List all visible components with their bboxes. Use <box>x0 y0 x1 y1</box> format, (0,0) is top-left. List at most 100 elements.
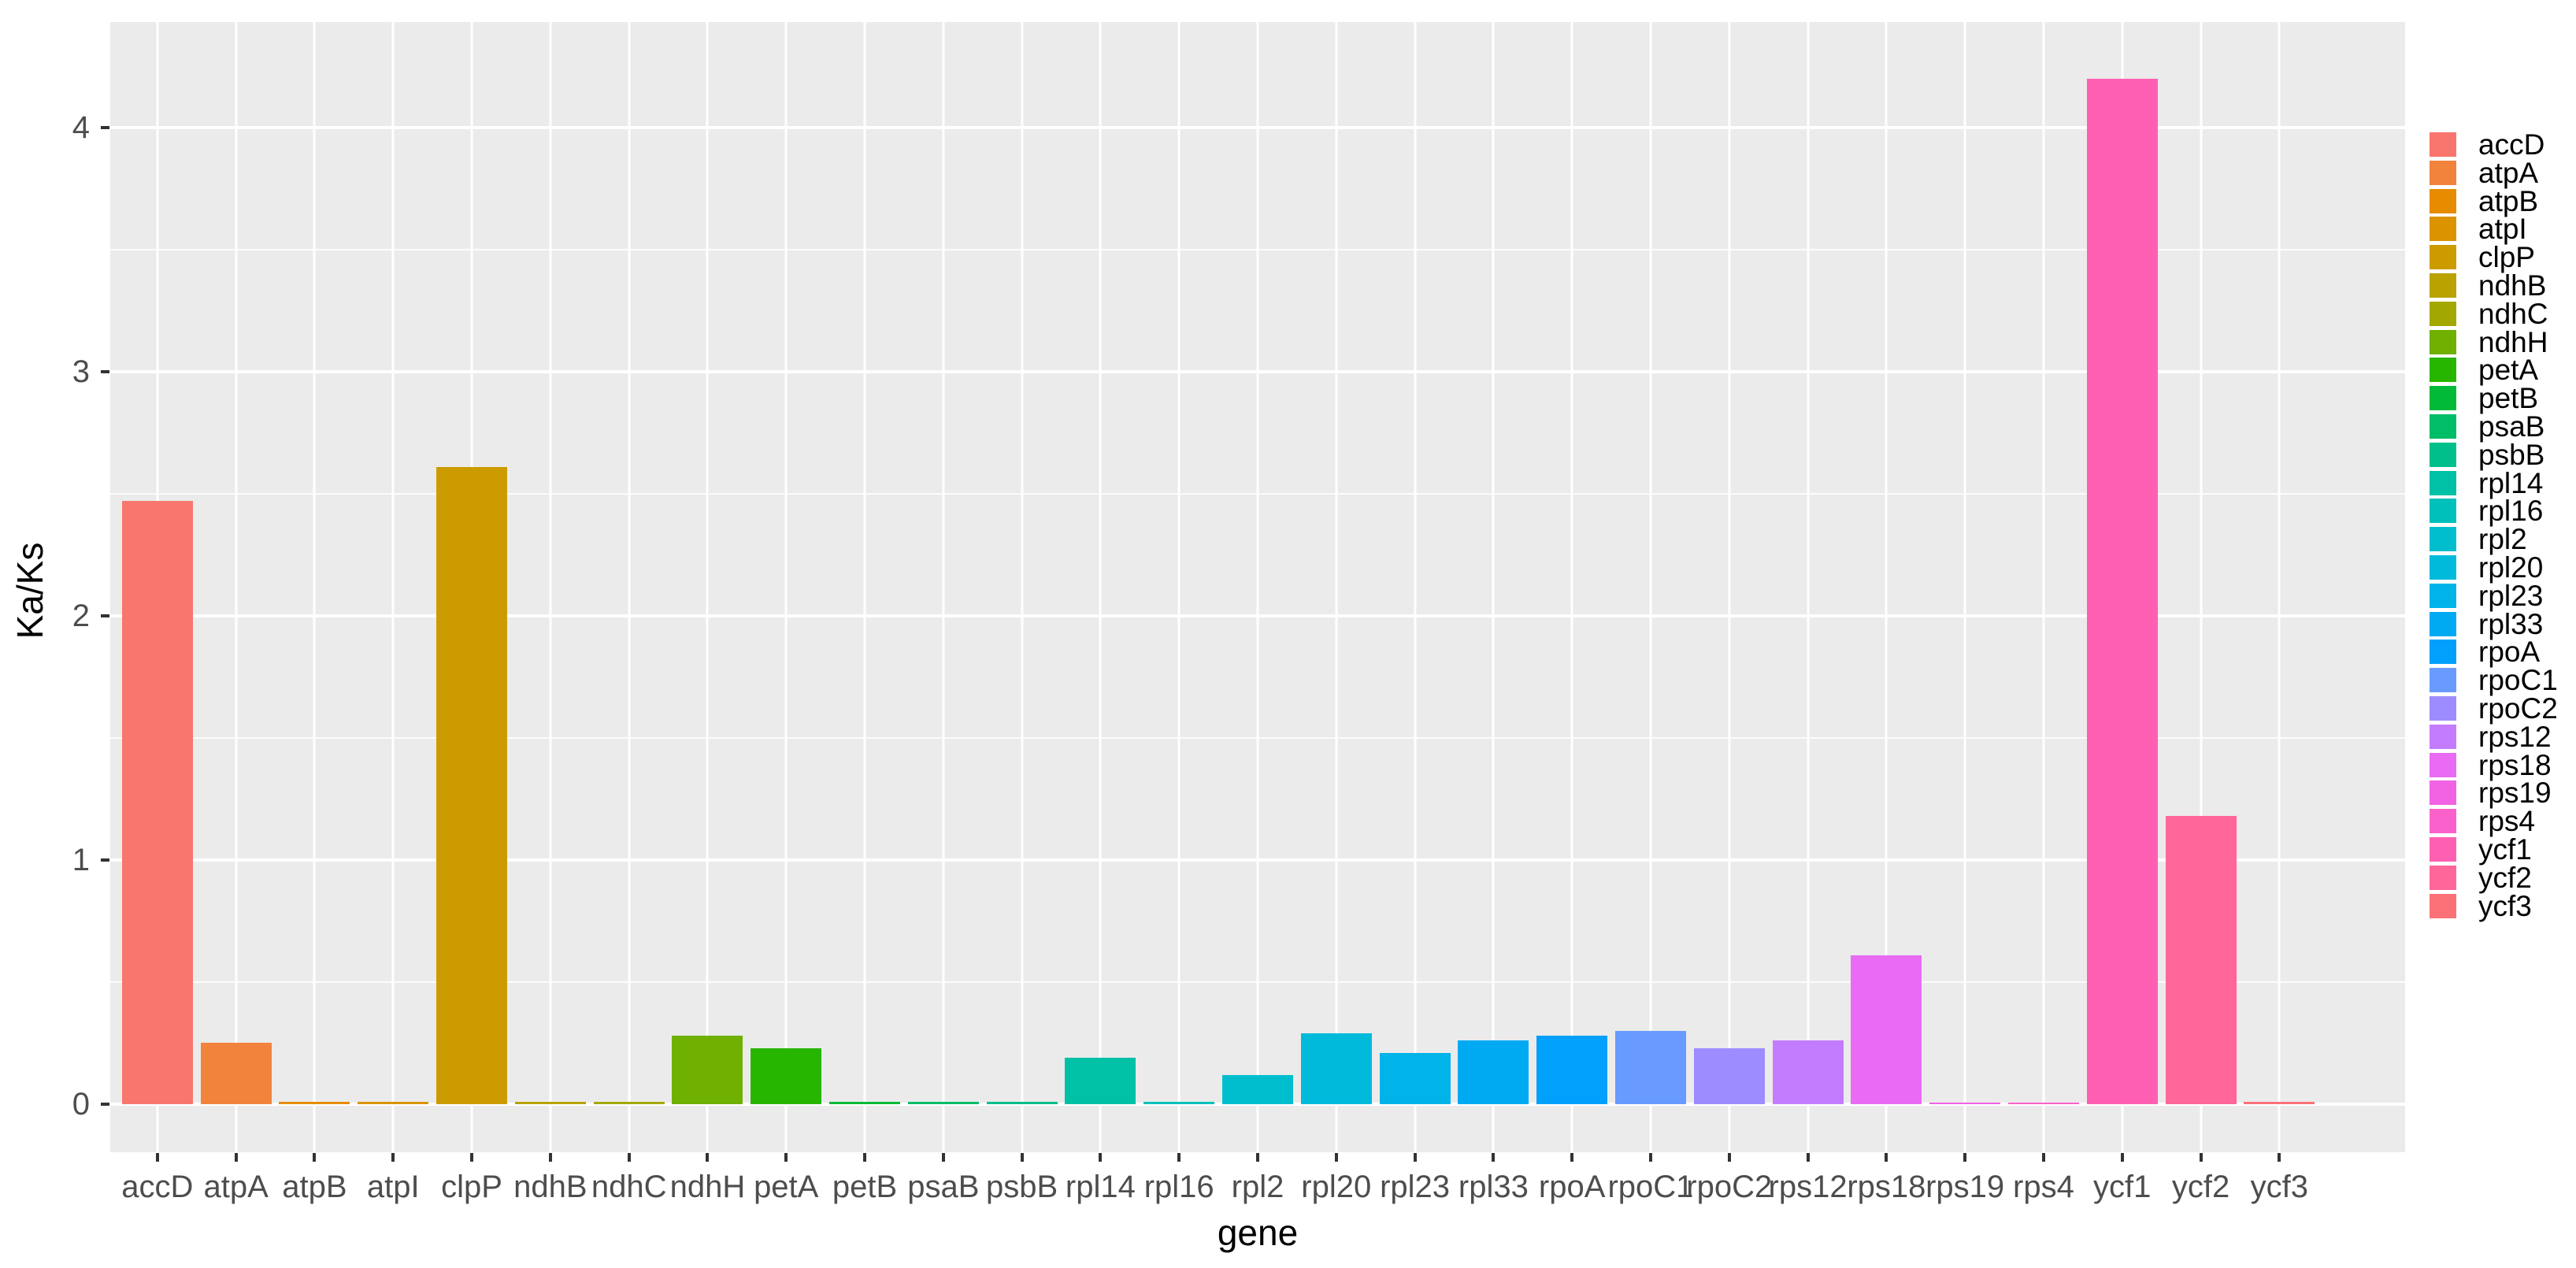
legend-key-rps12 <box>2430 725 2456 749</box>
legend-label-ycf1: ycf1 <box>2478 833 2532 866</box>
gridline-vertical-atpI <box>391 22 395 1152</box>
legend-key-rpl33 <box>2430 612 2456 636</box>
legend-key-rpl2 <box>2430 527 2456 551</box>
legend-key-ndhH <box>2430 330 2456 354</box>
y-tick-mark-0 <box>101 1103 109 1106</box>
gridline-vertical-rpoC2 <box>1728 22 1731 1152</box>
gridline-vertical-rpl16 <box>1177 22 1181 1152</box>
bar-accD <box>122 501 193 1104</box>
bar-rps18 <box>1851 955 1922 1104</box>
x-tick-label-rpl20: rpl20 <box>1301 1170 1372 1204</box>
gridline-vertical-rpl14 <box>1099 22 1102 1152</box>
legend-label-rpl33: rpl33 <box>2478 608 2544 640</box>
x-tick-mark-petB <box>863 1153 867 1162</box>
y-tick-mark-2 <box>101 614 109 617</box>
bar-rpl2 <box>1222 1075 1293 1104</box>
x-tick-label-rpoC1: rpoC1 <box>1607 1170 1694 1204</box>
gridline-vertical-rps12 <box>1807 22 1810 1152</box>
x-tick-mark-ndhH <box>706 1153 710 1162</box>
legend-label-psaB: psaB <box>2478 410 2545 443</box>
legend-label-ycf3: ycf3 <box>2478 890 2532 922</box>
x-tick-label-ndhC: ndhC <box>591 1170 667 1204</box>
legend-label-rpl23: rpl23 <box>2478 580 2544 612</box>
legend-label-rps12: rps12 <box>2478 721 2552 753</box>
legend-key-accD <box>2430 132 2456 157</box>
legend-label-ndhC: ndhC <box>2478 298 2548 330</box>
x-tick-label-rpl2: rpl2 <box>1231 1170 1284 1204</box>
x-tick-mark-psbB <box>1020 1153 1024 1162</box>
x-tick-mark-ycf3 <box>2278 1153 2281 1162</box>
x-axis-title: gene <box>1217 1212 1299 1253</box>
legend-label-rps18: rps18 <box>2478 749 2552 781</box>
legend-label-atpB: atpB <box>2478 185 2539 217</box>
legend-key-psaB <box>2430 414 2456 439</box>
gridline-vertical-ndhH <box>706 22 709 1152</box>
gridline-vertical-atpA <box>235 22 238 1152</box>
x-tick-label-atpI: atpI <box>366 1170 420 1204</box>
y-tick-mark-3 <box>101 370 109 373</box>
legend-label-psbB: psbB <box>2478 439 2545 471</box>
legend-key-rps19 <box>2430 780 2456 805</box>
legend-key-rpl20 <box>2430 555 2456 580</box>
x-tick-mark-ycf2 <box>2199 1153 2203 1162</box>
legend-key-ycf1 <box>2430 837 2456 862</box>
x-tick-mark-petA <box>784 1153 788 1162</box>
legend-label-rpoA: rpoA <box>2478 636 2541 668</box>
x-tick-mark-atpB <box>313 1153 317 1162</box>
legend-label-rpoC1: rpoC1 <box>2478 664 2558 696</box>
x-tick-mark-ndhB <box>548 1153 552 1162</box>
legend-key-atpA <box>2430 161 2456 185</box>
gridline-vertical-rpl20 <box>1335 22 1338 1152</box>
legend-key-atpI <box>2430 217 2456 241</box>
legend-label-rps4: rps4 <box>2478 805 2535 837</box>
bar-psbB <box>987 1102 1058 1104</box>
bar-petB <box>829 1102 900 1104</box>
x-tick-mark-rpl14 <box>1099 1153 1103 1162</box>
gridline-vertical-rps19 <box>1963 22 1966 1152</box>
legend-key-psbB <box>2430 443 2456 467</box>
y-tick-label-1: 1 <box>72 843 90 877</box>
legend-label-rpoC2: rpoC2 <box>2478 692 2558 725</box>
bar-atpI <box>358 1102 428 1104</box>
bar-ycf1 <box>2087 79 2158 1104</box>
legend-label-atpA: atpA <box>2478 157 2539 189</box>
legend-label-rpl2: rpl2 <box>2478 523 2527 555</box>
x-tick-mark-rpl2 <box>1256 1153 1259 1162</box>
x-tick-label-atpB: atpB <box>282 1170 347 1204</box>
x-tick-label-psaB: psaB <box>907 1170 980 1204</box>
x-tick-mark-rpl23 <box>1413 1153 1417 1162</box>
bar-rpl16 <box>1143 1102 1214 1104</box>
y-tick-mark-1 <box>101 858 109 862</box>
legend-label-accD: accD <box>2478 128 2545 161</box>
plot-panel <box>110 22 2405 1152</box>
x-tick-mark-accD <box>155 1153 159 1162</box>
legend-key-rpl23 <box>2430 584 2456 608</box>
legend-key-ycf2 <box>2430 866 2456 890</box>
x-tick-label-rpl33: rpl33 <box>1458 1170 1529 1204</box>
bar-rpl14 <box>1065 1058 1136 1104</box>
legend-label-clpP: clpP <box>2478 241 2535 273</box>
x-tick-label-ycf3: ycf3 <box>2250 1170 2308 1204</box>
x-tick-label-rpl16: rpl16 <box>1143 1170 1214 1204</box>
bar-ycf2 <box>2166 816 2237 1104</box>
legend-label-rps19: rps19 <box>2478 777 2552 809</box>
x-tick-mark-atpA <box>234 1153 238 1162</box>
y-tick-label-3: 3 <box>72 354 90 389</box>
x-tick-mark-rps12 <box>1806 1153 1810 1162</box>
x-tick-label-petB: petB <box>832 1170 898 1204</box>
x-tick-label-ndhB: ndhB <box>513 1170 587 1204</box>
gridline-vertical-ycf3 <box>2278 22 2281 1152</box>
legend-key-clpP <box>2430 245 2456 269</box>
legend-key-petA <box>2430 358 2456 382</box>
y-tick-label-0: 0 <box>72 1087 90 1122</box>
x-tick-label-rps19: rps19 <box>1926 1170 2005 1204</box>
legend-key-rps18 <box>2430 753 2456 777</box>
gridline-vertical-petA <box>784 22 788 1152</box>
x-tick-label-rps18: rps18 <box>1847 1170 1926 1204</box>
gridline-vertical-psaB <box>942 22 945 1152</box>
legend-label-atpI: atpI <box>2478 213 2527 245</box>
gridline-vertical-rpl23 <box>1414 22 1417 1152</box>
x-tick-label-rpl14: rpl14 <box>1065 1170 1136 1204</box>
legend-key-ycf3 <box>2430 894 2456 918</box>
